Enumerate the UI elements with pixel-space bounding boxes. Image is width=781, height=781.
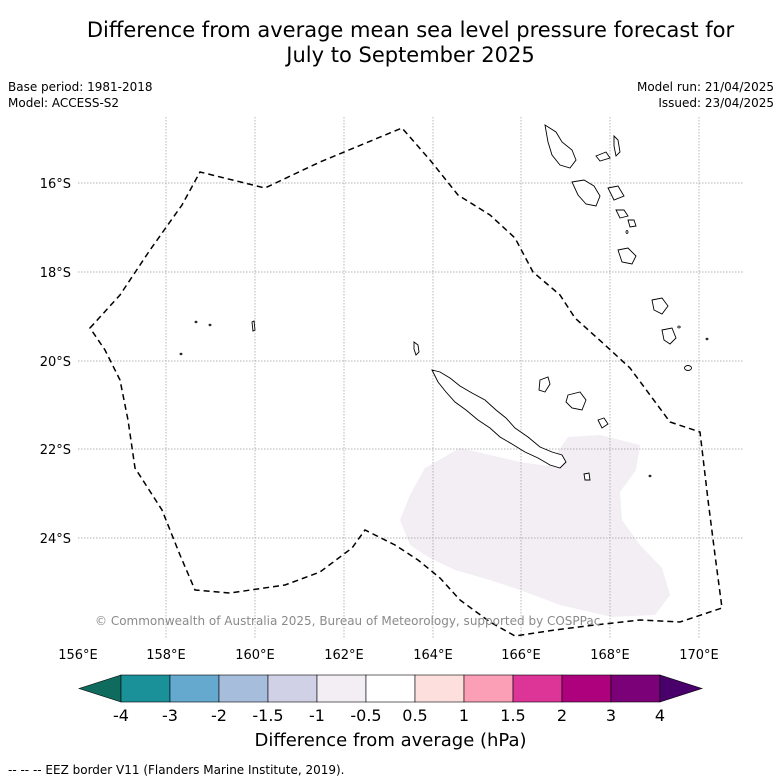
isle-of-pines [583, 472, 591, 481]
title-line-1: Difference from average mean sea level p… [86, 18, 735, 42]
vanuatu-pentecost [607, 185, 625, 201]
colorbar-box-6 [365, 674, 416, 703]
vanuatu-espiritu-santo [544, 124, 577, 169]
vanuatu-epi [615, 209, 629, 219]
map-title: Difference from average mean sea level p… [0, 18, 781, 68]
reef-islet-3 [179, 352, 183, 356]
meta-left: Base period: 1981-2018 Model: ACCESS-S2 [8, 79, 153, 111]
colorbar-tick-label: 4 [655, 706, 665, 725]
model-run: Model run: 21/04/2025 [636, 80, 774, 94]
vanuatu-erromango [651, 297, 669, 315]
lat-label-22: 22°S [40, 443, 71, 458]
lat-axis-labels: 16°S 18°S 20°S 22°S 24°S [40, 177, 71, 547]
vanuatu-ambae [595, 151, 611, 162]
meta-right: Model run: 21/04/2025 Issued: 23/04/2025 [637, 79, 774, 111]
colorbar-tick-label: 1 [459, 706, 469, 725]
belep-islands [413, 341, 420, 356]
colorbar-extend-high [659, 674, 703, 703]
colorbar-box-3 [218, 674, 269, 703]
vanuatu-maewo [613, 134, 621, 157]
colorbar [78, 674, 703, 703]
vanuatu-efate [617, 247, 637, 265]
loyalty-island-lifou [565, 391, 587, 411]
colorbar-title: Difference from average (hPa) [254, 730, 527, 751]
colorbar-tick-label: -2 [211, 706, 227, 725]
colorbar-tick-label: 3 [606, 706, 616, 725]
lat-label-24: 24°S [40, 532, 71, 547]
reef-islet-1 [194, 320, 198, 324]
vanuatu-shepherd-islands [627, 219, 637, 228]
lon-axis-labels: 156°E 158°E 160°E 162°E 164°E 166°E 168°… [58, 648, 719, 663]
vanuatu-aneityum [684, 365, 692, 371]
lat-label-16: 16°S [40, 177, 71, 192]
lon-label-162: 162°E [324, 648, 364, 663]
issued-date: Issued: 23/04/2025 [658, 96, 774, 110]
reef-islet-2 [208, 323, 212, 327]
lon-label-168: 168°E [590, 648, 630, 663]
colorbar-tick-labels: -4 -3 -2 -1.5 -1 -0.5 0.5 1 1.5 2 3 4 [113, 706, 665, 725]
islet-4 [625, 230, 629, 234]
new-caledonia-island [431, 369, 567, 469]
lon-label-156: 156°E [58, 648, 98, 663]
eez-legend-note: -- -- -- EEZ border V11 (Flanders Marine… [8, 763, 345, 777]
islet-3 [648, 474, 652, 478]
colorbar-box-10 [561, 674, 612, 703]
colorbar-box-2 [169, 674, 220, 703]
map-area [78, 117, 743, 638]
vanuatu-tanna [661, 327, 677, 345]
vanuatu-malakula [571, 179, 601, 207]
colorbar-tick-label: -1 [309, 706, 325, 725]
lat-label-20: 20°S [40, 355, 71, 370]
colorbar-box-4 [267, 674, 318, 703]
lon-label-158: 158°E [146, 648, 186, 663]
title-line-2: July to September 2025 [286, 43, 535, 67]
colorbar-box-1 [120, 674, 171, 703]
colorbar-tick-label: 0.5 [402, 706, 427, 725]
colorbar-box-5 [316, 674, 367, 703]
eez-border [89, 127, 723, 637]
lon-label-160: 160°E [235, 648, 275, 663]
colorbar-box-8 [463, 674, 514, 703]
model-name: Model: ACCESS-S2 [8, 96, 120, 110]
anomaly-region [400, 435, 670, 617]
colorbar-tick-label: 2 [557, 706, 567, 725]
copyright-text: © Commonwealth of Australia 2025, Bureau… [95, 614, 601, 628]
lat-label-18: 18°S [40, 266, 71, 281]
colorbar-box-11 [610, 674, 661, 703]
colorbar-tick-label: 1.5 [500, 706, 525, 725]
chesterfield-islet [251, 320, 256, 332]
lon-label-164: 164°E [413, 648, 453, 663]
lon-label-166: 166°E [501, 648, 541, 663]
colorbar-box-9 [512, 674, 563, 703]
loyalty-island-mare [597, 417, 609, 429]
lon-label-170: 170°E [679, 648, 719, 663]
colorbar-tick-label: -4 [113, 706, 129, 725]
colorbar-tick-label: -1.5 [252, 706, 283, 725]
loyalty-island-ouvea [538, 376, 551, 393]
colorbar-box-7 [414, 674, 465, 703]
islet-1 [677, 325, 681, 329]
colorbar-extend-low [78, 674, 122, 703]
colorbar-tick-label: -3 [162, 706, 178, 725]
islet-2 [705, 337, 709, 341]
base-period: Base period: 1981-2018 [8, 80, 153, 94]
colorbar-tick-label: -0.5 [350, 706, 381, 725]
